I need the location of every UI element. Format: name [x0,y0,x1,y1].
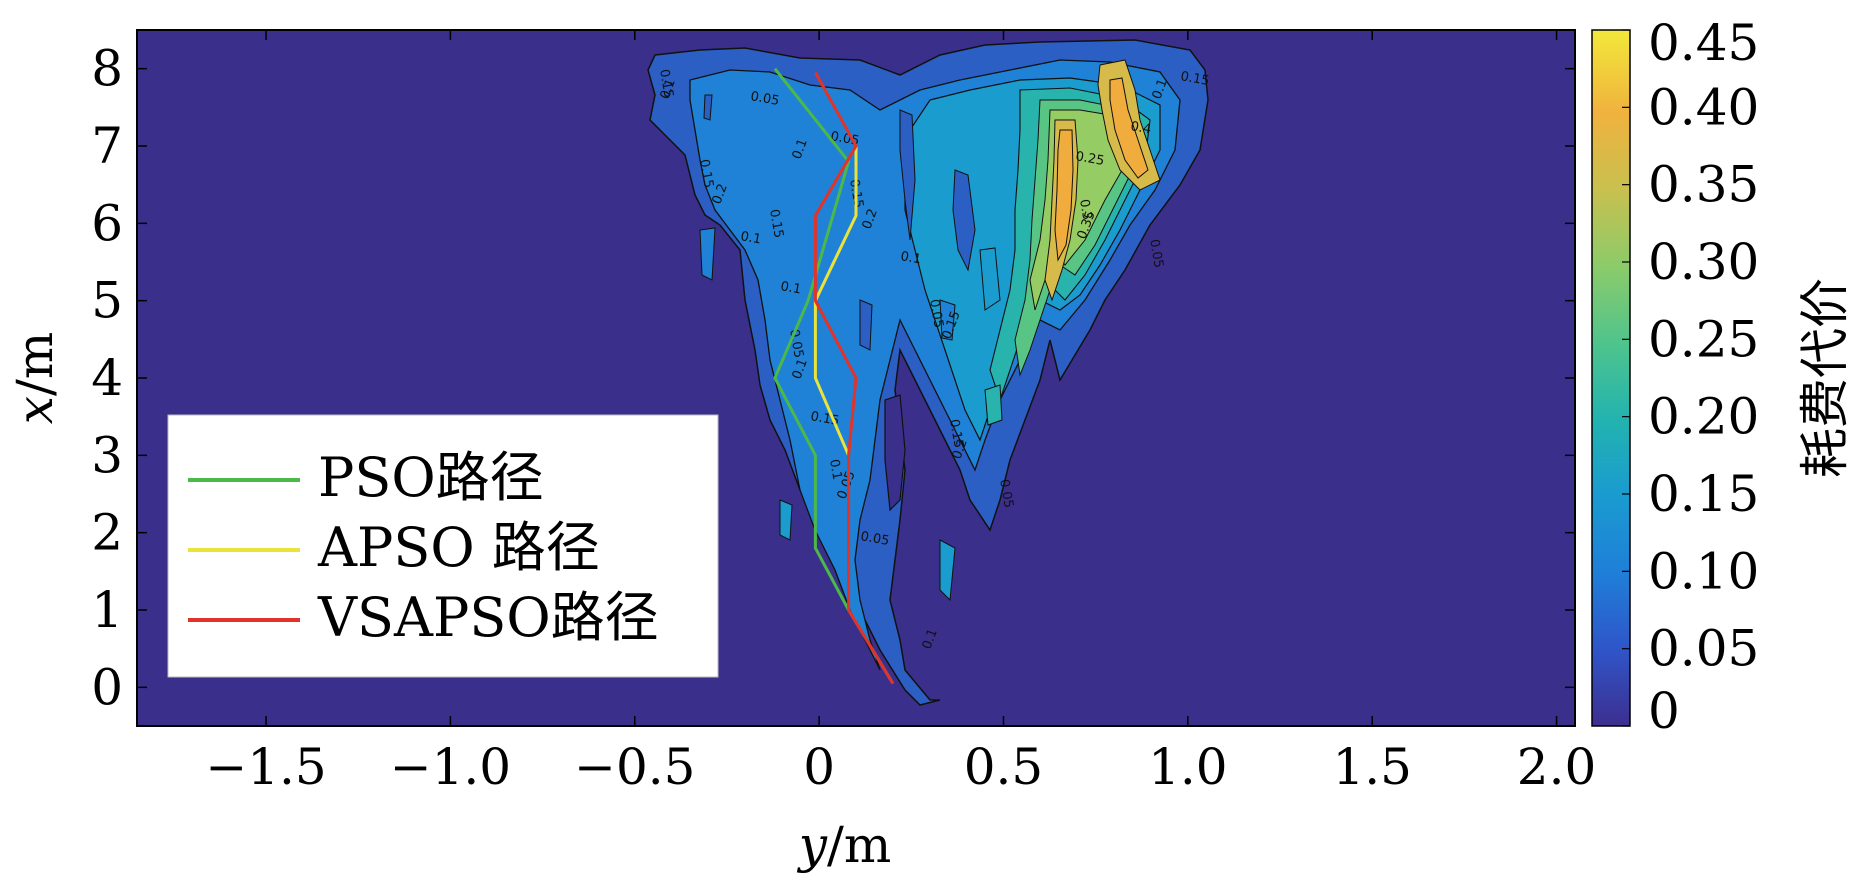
contour-label: 0.1 [899,249,922,267]
contour-hole [884,394,906,512]
plot-area: 0.150.1 0.050.150.20.1 0.150.1 0.050.150.20… [91,29,1596,796]
contour-label: 0.05 [859,529,890,549]
contour-label: 0.1 [779,279,802,297]
contour-hole [779,499,793,541]
y-tick-label: 2 [91,504,123,562]
colorbar-label: 耗费代价 [1796,278,1854,478]
x-tick-label: 2.0 [1517,738,1597,796]
contour-labels: 0.150.1 0.050.150.20.1 0.150.1 0.050.150.20… [656,68,1210,651]
contour-label: 0.2 [710,182,731,207]
colorbar-gradient [1591,29,1631,727]
contour-label: 0.1 [739,229,762,247]
contour-label: 0.15 [946,418,966,449]
contour-region-0-40 [1054,129,1074,262]
y-tick-label: 4 [91,349,123,407]
colorbar-tick-label: 0 [1648,682,1680,740]
path-series [773,67,895,685]
colorbar-tick-label: 0.20 [1648,388,1759,446]
contour-label: 0.15 [656,68,676,99]
series-line-2 [813,71,895,685]
series-line-0 [773,67,895,685]
contour-hole [859,299,873,351]
contour-label: 0.1 [920,627,941,652]
colorbar-tick-label: 0.05 [1648,620,1759,678]
contour-label: 0.1 [1150,77,1171,102]
colorbar-tick-label: 0.15 [1648,465,1759,523]
contour-hole [699,227,716,281]
contour-label: 0.2 [950,437,971,462]
colorbar-tick-label: 0.40 [1648,78,1759,136]
contour-hole [899,109,916,241]
contour-label: 0.05 [926,298,946,329]
colorbar: 00.05 0.10 0.15 0.20 0.25 0.30 0.35 0.40 0.45 耗费… [1591,14,1854,740]
contour-hole [984,384,1003,426]
y-tick-label: 8 [91,40,123,98]
x-tick-label: −0.5 [574,738,695,796]
legend: PSO路径 APSO 路径 VSAPSO路径 [167,414,719,678]
contour-label: 0.05 [996,478,1016,509]
colorbar-tick-label: 0.45 [1648,14,1759,72]
colorbar-tick-label: 0.10 [1648,542,1759,600]
contour-label: 0.15 [766,208,786,239]
contour-label: 0.4 [1129,119,1152,137]
x-tick-label: 0 [803,738,835,796]
contour-label: 0.1 [658,77,679,102]
contour-label: 0.3 [1076,198,1094,221]
y-tick-label: 5 [91,272,123,330]
contour-label: 0.1 [790,357,811,382]
y-axis-ticks: 0 1 2 3 4 5 6 7 8 [91,40,1575,716]
contour-label: 0.15 [1179,69,1210,89]
colorbar-tick-label: 0.30 [1648,233,1759,291]
legend-box [167,414,719,678]
x-tick-label: −1.0 [390,738,511,796]
x-tick-label: 1.5 [1332,738,1412,796]
contour-label: 0.1 [790,137,811,162]
contour-hole [703,94,713,121]
contour-hole [979,247,1001,311]
contour-label: 0.05 [749,89,780,109]
y-tick-label: 3 [91,426,123,484]
x-axis-label: y/m [797,816,892,874]
contour-label: 0.05 [829,129,860,149]
y-axis-label: x/m [6,332,64,424]
x-tick-label: 1.0 [1148,738,1228,796]
y-tick-label: 1 [91,581,123,639]
contour-label: 0.15 [696,158,716,189]
contour-hole [939,539,956,602]
legend-entry-2: VSAPSO路径 [317,586,659,649]
colorbar-tick-label: 0.35 [1648,156,1759,214]
contour-label: 0.05 [1146,238,1166,269]
colorbar-ticks: 00.05 0.10 0.15 0.20 0.25 0.30 0.35 0.40 0.45 [1622,14,1759,740]
contour-hole [939,299,956,341]
y-tick-label: 6 [91,194,123,252]
legend-entry-1: APSO 路径 [317,516,600,579]
y-tick-label: 7 [91,117,123,175]
contour-label: 0.1 [826,458,844,481]
legend-items: PSO路径 APSO 路径 VSAPSO路径 [188,446,659,649]
y-tick-label: 0 [91,658,123,716]
contour-hole [952,169,976,272]
contour-label: 0.05 [786,328,806,359]
contour-field: 0.150.1 0.050.150.20.1 0.150.1 0.050.150.20… [647,39,1210,706]
contour-label: 0.2 [860,207,881,232]
contour-label: 0.15 [809,409,840,429]
x-axis-ticks: −1.5 −1.0 −0.5 0 0.5 1.0 1.5 2.0 [205,30,1596,796]
colorbar-tick-label: 0.25 [1648,310,1759,368]
contour-region-0-40-b [1109,77,1149,179]
contour-label: 0.25 [1074,149,1105,169]
x-tick-label: −1.5 [205,738,326,796]
legend-entry-0: PSO路径 [318,446,544,509]
x-tick-label: 0.5 [964,738,1044,796]
